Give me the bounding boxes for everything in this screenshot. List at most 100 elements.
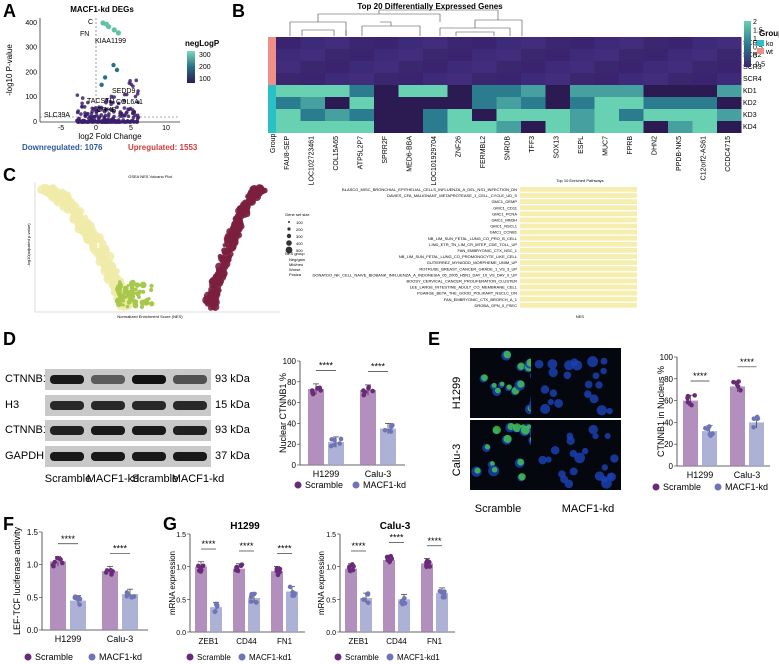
y-tick-label: 0.5 [27,593,39,602]
nucleus [554,398,564,408]
nucleus [596,405,607,416]
gsea-point-mid [149,283,154,288]
gsea-points [37,183,268,311]
volcano-point [99,113,104,117]
row-label-calu3: Calu-3 [451,444,463,476]
data-point [389,556,395,562]
panel-e: E H1299 Calu-3 Scramble MACF1-kd 0 20 40 60… [428,329,770,515]
bar [360,598,372,632]
heatmap-cell [447,109,472,121]
ctnnb1-signal [499,381,505,387]
data-point [689,402,694,408]
gsea-point-pos [217,253,223,259]
volcano-point [86,111,90,116]
volcano-point [136,89,140,93]
gsea-point-mid [125,304,130,309]
y-tick-label: 0.0 [27,626,39,635]
pathway-bar [520,290,637,296]
volcano-point [79,112,83,116]
bar [70,600,86,630]
data-point [103,570,109,575]
pathway-label: FAN_EMBRYONIC_CTX_NSC_1 [458,248,518,253]
heatmap-cell [643,121,668,133]
gsea-point-pos [240,215,244,219]
heatmap-cell [594,97,619,109]
heatmap-cell [692,109,717,121]
nucleus [566,432,574,440]
data-point [77,602,82,607]
data-point [751,424,756,430]
pathway-bar [520,235,637,241]
heatmap-cell [349,85,374,97]
heatmap-cell [717,61,742,73]
nucleus [545,456,552,463]
gsea-point-mid [139,281,147,289]
gsea-point-neg [110,269,116,276]
group-key-label: Posiza [289,272,302,277]
y-tick-label: 60 [664,397,673,406]
panel-label-e: E [428,329,440,349]
data-point [131,594,137,599]
gsea-point-neg [74,223,85,234]
pathway-label: GMC1_OEMP [491,199,517,204]
heatmap-cell [300,97,325,109]
blot-row-label: H3 [5,399,19,411]
blot-band [132,426,166,435]
legend-tick: 300 [199,52,211,59]
panel-label-c: C [3,165,16,185]
pathway-bar [520,254,637,259]
panel-d: D CTNNB1 93 kDa H3 15 kDa CTNNB1 93 kDa GAPDH 3… [3,329,406,490]
heatmap-cell [594,109,619,121]
pathway-label: NB_LIM_SUN_FETAL_LUNG_CO_PROMONOCYTE_LIK… [399,254,518,259]
heatmap-cell [447,85,472,97]
heatmap-cell [496,49,521,61]
heatmap-cell [447,49,472,61]
heatmap-cell [496,109,521,121]
gsea-point-mid [135,291,139,296]
legend-dot-scramble [334,653,342,661]
y-tick-label: 80 [287,378,296,387]
heatmap-cell [276,73,301,85]
heatmap-cell [276,61,301,73]
legend-label-macf: MACF1-kd [363,480,406,490]
volcano-point [97,105,101,109]
gsea-point-neg [108,280,115,287]
g-left-title: H1299 [230,521,260,532]
bar [683,400,698,466]
heatmap-cell [668,61,693,73]
heatmap-cell [276,97,301,109]
column-label: FAU8-SEP [284,136,291,170]
heatmap-cell [545,73,570,85]
heatmap-cell [398,97,423,109]
data-point [400,601,405,607]
data-point [736,379,741,384]
volcano-point [117,119,122,124]
gsea-point-pos [226,257,232,263]
gsea-point-mid [147,297,151,301]
bar [286,591,298,632]
category-label: H1299 [313,469,340,479]
heatmap-cell [619,97,644,109]
y-tick-label: 0.5 [326,597,336,604]
heatmap-cell [398,49,423,61]
data-point [402,595,407,601]
blot-band [132,401,166,410]
legend-tick: 0 [753,53,757,60]
gsea-volcano-title: GSEA NES Volcano Plot [128,174,172,179]
heatmap-title: Top 20 Differentially Expressed Genes [357,2,503,11]
nucleus [588,424,598,435]
size-key [288,221,290,223]
legend-dot-macf [714,483,722,491]
ctnnb1-signal [489,461,495,466]
nucleus [563,371,572,380]
heatmap-cell [325,49,350,61]
nucleus [574,452,585,464]
heatmap-cell [349,37,374,49]
column-label: COL15A65 [333,136,340,171]
y-tick-label: 0.5 [176,597,186,604]
heatmap-cell [643,109,668,121]
heatmap-cell [398,109,423,121]
nucleus [547,359,558,369]
